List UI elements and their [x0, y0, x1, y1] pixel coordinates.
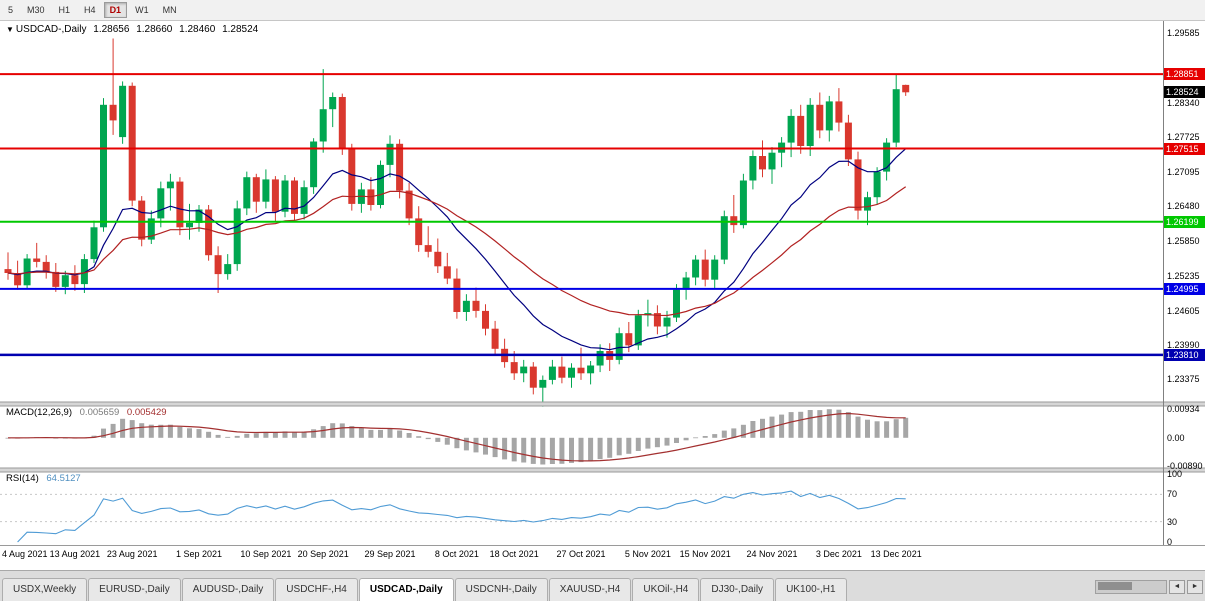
date-axis-label: 5 Nov 2021	[624, 549, 671, 559]
date-axis-label: 20 Sep 2021	[297, 549, 349, 559]
chart-tab-usdx-weekly[interactable]: USDX,Weekly	[2, 578, 88, 601]
price-axis-label: 1.27095	[1167, 166, 1200, 177]
chart-tab-eurusd-daily[interactable]: EURUSD-,Daily	[88, 578, 181, 601]
date-axis-label: 13 Dec 2021	[870, 549, 922, 559]
chart-tabs: USDX,Weekly EURUSD-,Daily AUDUSD-,Daily USD…	[0, 571, 1205, 601]
chart-tab-usdchf-h4[interactable]: USDCHF-,H4	[275, 578, 358, 601]
chart-canvas[interactable]	[0, 0, 1205, 570]
timeframe-button-d1[interactable]: D1	[103, 2, 128, 18]
chart-info-line: ▼ USDCAD-,Daily 1.28656 1.28660 1.28460 1…	[6, 24, 262, 35]
price-line-tag[interactable]: 1.23810	[1164, 348, 1205, 361]
date-axis-label: 27 Oct 2021	[556, 549, 606, 559]
date-axis-label: 24 Nov 2021	[746, 549, 798, 559]
price-line-tag[interactable]: 1.24995	[1164, 282, 1205, 295]
date-axis-label: 10 Sep 2021	[240, 549, 292, 559]
price-axis-label: 1.24605	[1167, 305, 1200, 316]
rsi-scale-label: 70	[1167, 489, 1178, 500]
price-axis-label: 1.27725	[1167, 131, 1200, 142]
date-axis-label: 13 Aug 2021	[49, 549, 101, 559]
date-axis-label: 8 Oct 2021	[434, 549, 479, 559]
rsi-scale-label: 0	[1167, 537, 1173, 547]
tabs-scroll-controls: ◄ ►	[1095, 580, 1203, 594]
timeframe-button-w1[interactable]: W1	[129, 2, 155, 18]
chart-symbol-label: USDCAD-,Daily	[15, 24, 87, 35]
tabs-scrollbar-track[interactable]	[1095, 580, 1167, 594]
price-axis-label: 1.23375	[1167, 374, 1200, 385]
current-price-tag: 1.28524	[1164, 86, 1205, 99]
macd-value-signal: 0.005429	[126, 407, 167, 418]
date-axis-label: 3 Dec 2021	[815, 549, 862, 559]
timeframe-button-h1[interactable]: H1	[53, 2, 77, 18]
macd-indicator-label: MACD(12,26,9) 0.005659 0.005429	[6, 407, 167, 418]
ohlc-low: 1.28460	[179, 24, 216, 35]
price-line-tag[interactable]: 1.27515	[1164, 142, 1205, 155]
chart-tab-usdcad-daily[interactable]: USDCAD-,Daily	[358, 578, 454, 601]
chart-tab-dj30-daily[interactable]: DJ30-,Daily	[700, 578, 775, 601]
chart-tabs-bar: USDX,Weekly EURUSD-,Daily AUDUSD-,Daily USD…	[0, 570, 1205, 601]
macd-title: MACD(12,26,9)	[6, 407, 72, 418]
rsi-scale-label: 100	[1167, 469, 1183, 479]
ohlc-high: 1.28660	[136, 24, 173, 35]
chart-tab-ukoil-h4[interactable]: UKOil-,H4	[632, 578, 700, 601]
date-axis-label: 23 Aug 2021	[106, 549, 158, 559]
price-axis-label: 1.25235	[1167, 270, 1200, 281]
price-axis-label: 1.26480	[1167, 201, 1200, 212]
price-axis-label: 1.25850	[1167, 236, 1200, 247]
price-axis-label: 1.29585	[1167, 28, 1200, 39]
timeframe-button-mn[interactable]: MN	[157, 2, 183, 18]
macd-scale-label: 0.00	[1167, 432, 1185, 443]
macd-scale-label: 0.00934	[1167, 403, 1200, 414]
date-axis-label: 1 Sep 2021	[175, 549, 223, 559]
symbol-dropdown-icon[interactable]: ▼	[6, 25, 14, 34]
date-axis-label: 29 Sep 2021	[364, 549, 416, 559]
ohlc-open: 1.28656	[93, 24, 130, 35]
macd-scale-label: -0.00890	[1167, 460, 1203, 471]
tabs-scroll-left-button[interactable]: ◄	[1169, 580, 1185, 594]
rsi-indicator-label: RSI(14) 64.5127	[6, 473, 81, 484]
tabs-scrollbar-thumb[interactable]	[1098, 582, 1132, 590]
date-axis-label: 15 Nov 2021	[679, 549, 731, 559]
timeframe-toolbar: 5 M30 H1 H4 D1 W1 MN	[0, 0, 1205, 21]
date-axis-label: 18 Oct 2021	[489, 549, 539, 559]
rsi-value: 64.5127	[46, 473, 81, 484]
price-line-tag[interactable]: 1.26199	[1164, 215, 1205, 228]
tabs-scroll-right-button[interactable]: ►	[1187, 580, 1203, 594]
chart-tab-audusd-daily[interactable]: AUDUSD-,Daily	[181, 578, 275, 601]
timeframe-button-m30[interactable]: M30	[21, 2, 51, 18]
chart-tab-xauusd-h4[interactable]: XAUUSD-,H4	[548, 578, 632, 601]
rsi-title: RSI(14)	[6, 473, 39, 484]
timeframe-button-h4[interactable]: H4	[78, 2, 102, 18]
rsi-scale-label: 30	[1167, 516, 1178, 527]
price-line-tag[interactable]: 1.28851	[1164, 68, 1205, 81]
date-axis-label: 4 Aug 2021	[2, 549, 48, 559]
macd-value-main: 0.005659	[79, 407, 120, 418]
price-axis-label: 1.28340	[1167, 97, 1200, 108]
price-axis-label: 1.23990	[1167, 339, 1200, 350]
chart-tab-uk100-h1[interactable]: UK100-,H1	[775, 578, 847, 601]
chart-tab-usdcnh-daily[interactable]: USDCNH-,Daily	[454, 578, 548, 601]
ohlc-close: 1.28524	[222, 24, 259, 35]
timeframe-button-5[interactable]: 5	[2, 2, 19, 18]
